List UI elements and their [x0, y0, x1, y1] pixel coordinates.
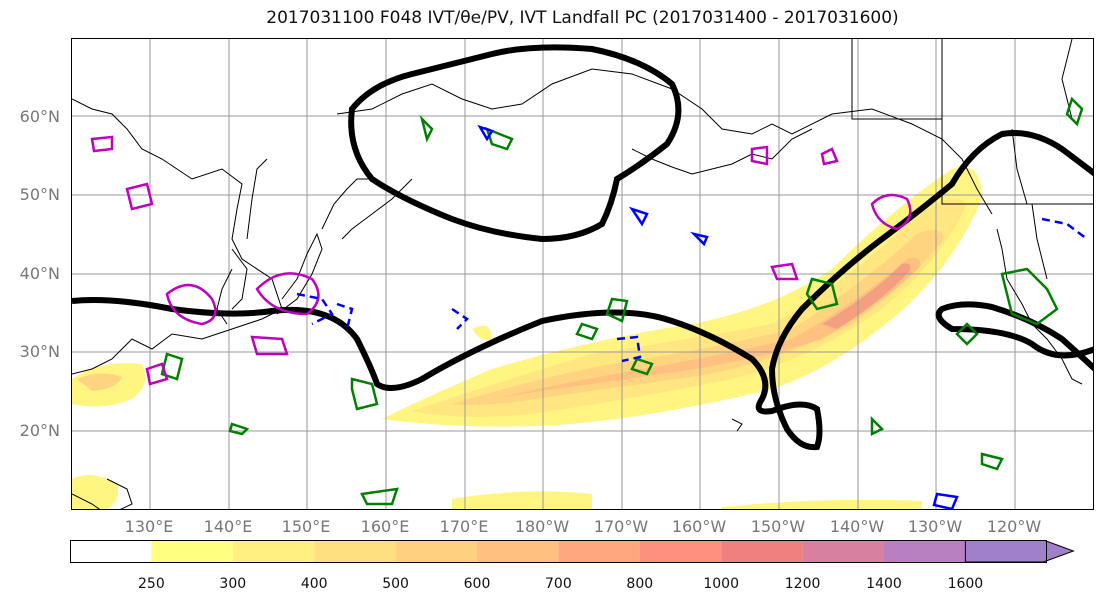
colorbar-tick-label: 600 — [463, 576, 491, 592]
gridlines — [72, 39, 1093, 509]
colorbar-tick-label: 1600 — [947, 576, 984, 592]
colorbar-cell — [477, 540, 559, 562]
colorbar-cells — [70, 540, 1075, 563]
colorbar-cell — [232, 540, 315, 562]
colorbar-tick-label: 1000 — [703, 576, 740, 592]
lon-label-170e: 170°E — [439, 517, 489, 536]
map-canvas — [72, 39, 1093, 509]
colorbar-tick-label: 800 — [626, 576, 654, 592]
pv-negative-contours — [296, 217, 1088, 363]
colorbar-extend-arrow — [964, 540, 1075, 563]
colorbar-cell — [802, 540, 884, 562]
lat-label-20: 20°N — [19, 421, 60, 440]
lon-label-160e: 160°E — [360, 517, 410, 536]
lon-label-120w: 120°W — [986, 517, 1042, 536]
colorbar — [70, 540, 1075, 563]
colorbar-tick-label: 250 — [138, 576, 165, 592]
lon-label-140e: 140°E — [203, 517, 253, 536]
pv-positive-contours — [90, 135, 912, 386]
colorbar-cell — [558, 540, 640, 562]
pv-negative-solid — [477, 124, 959, 509]
colorbar-cell — [70, 540, 152, 562]
lat-label-40: 40°N — [19, 264, 60, 283]
colorbar-tick-label: 400 — [300, 576, 328, 592]
lat-label-30: 30°N — [19, 342, 60, 361]
colorbar-tick-label: 1400 — [866, 576, 902, 592]
lon-label-160w: 160°W — [671, 517, 727, 536]
lon-label-130e: 130°E — [124, 517, 174, 536]
lat-label-60: 60°N — [19, 107, 60, 126]
colorbar-cell — [314, 540, 396, 562]
map-title: 2017031100 F048 IVT/θe/PV, IVT Landfall … — [266, 8, 899, 28]
colorbar-cell — [639, 540, 722, 562]
pc-contours — [72, 44, 1093, 451]
lon-label-180w: 180°W — [514, 517, 570, 536]
ivt-shading — [72, 167, 982, 509]
colorbar-outline — [70, 540, 1047, 563]
colorbar-tick-label: 700 — [545, 576, 572, 592]
colorbar-tick-label: 300 — [219, 576, 247, 592]
colorbar-tick-label: 1200 — [784, 576, 821, 592]
colorbar-cell — [884, 540, 966, 562]
lon-label-140w: 140°W — [829, 517, 885, 536]
colorbar-tick-label: 500 — [382, 576, 409, 592]
lon-label-150w: 150°W — [750, 517, 806, 536]
colorbar-cell — [721, 540, 803, 562]
lat-label-50: 50°N — [19, 185, 60, 204]
map-panel — [71, 38, 1094, 510]
colorbar-cell — [151, 540, 233, 562]
lon-label-130w: 130°W — [907, 517, 963, 536]
colorbar-cell — [395, 540, 477, 562]
lon-label-170w: 170°W — [593, 517, 649, 536]
lon-label-150e: 150°E — [281, 517, 331, 536]
